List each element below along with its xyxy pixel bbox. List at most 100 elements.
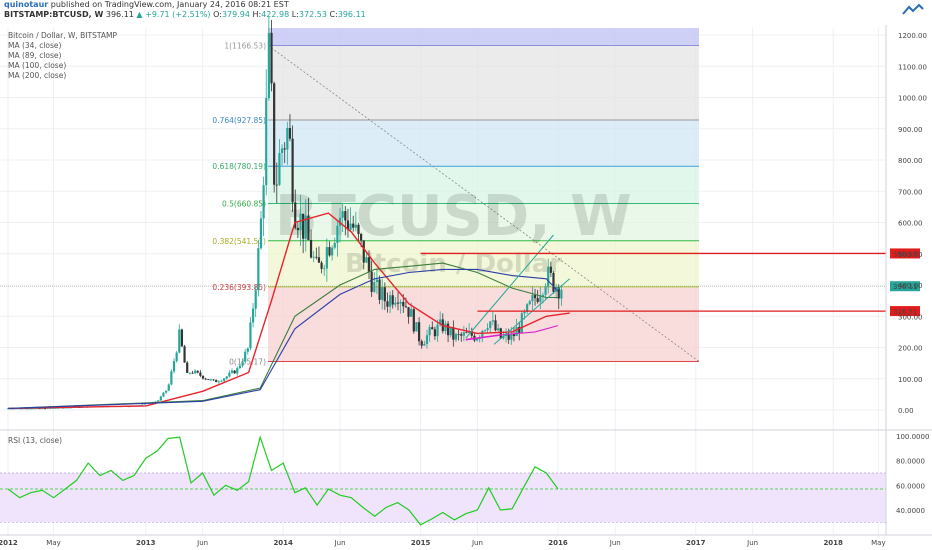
candle-body	[196, 370, 199, 373]
candle-body	[238, 365, 241, 369]
candle-body	[396, 302, 400, 304]
candle-body	[507, 333, 510, 340]
ma200-highlight	[465, 334, 501, 341]
candle-body	[533, 295, 537, 299]
candle-body	[43, 408, 46, 410]
candle-body	[143, 403, 147, 405]
candle-body	[502, 335, 505, 339]
fib-level-label: 0.5(660.85)	[222, 199, 266, 208]
candle-body	[536, 298, 539, 302]
candle-body	[544, 287, 547, 295]
candle-body	[410, 309, 413, 317]
rsi-band	[0, 473, 886, 523]
candle-body	[449, 327, 452, 336]
candle-body	[286, 128, 289, 150]
candle-body	[67, 407, 70, 409]
candle-body	[172, 361, 176, 372]
candle-body	[431, 327, 434, 330]
legend-ma89: MA (89, close)	[8, 51, 62, 60]
candle-body	[273, 83, 276, 185]
candle-body	[27, 408, 31, 410]
rsi-tick-label: 60.0000	[896, 482, 925, 490]
ma-line	[7, 262, 558, 409]
price-tag-label: 316.51	[893, 308, 918, 316]
price-tag	[890, 281, 920, 292]
low-value: 372.53	[298, 10, 327, 19]
candle-body	[357, 224, 360, 234]
candle-body	[262, 185, 265, 219]
candle-body	[518, 326, 521, 333]
last-price: 396.11	[105, 10, 134, 19]
candle-body	[452, 327, 455, 340]
candle-body	[288, 128, 292, 139]
candle-body	[299, 213, 302, 231]
tradingview-logo-icon[interactable]	[902, 3, 924, 17]
candle-body	[244, 351, 247, 362]
candle-body	[162, 392, 165, 397]
candle-body	[209, 379, 213, 381]
candle-body	[159, 396, 162, 401]
candle-body	[436, 324, 439, 337]
candle-body	[373, 282, 376, 292]
candle-body	[425, 335, 429, 345]
fib-top-band	[268, 28, 699, 46]
candle-body	[354, 224, 357, 228]
candle-body	[188, 372, 191, 374]
candle-body	[165, 390, 168, 393]
rsi-line	[7, 435, 559, 526]
candle-body	[283, 148, 286, 150]
candle-body	[531, 295, 534, 302]
candle-body	[541, 294, 545, 297]
candle-body	[228, 372, 231, 377]
fib-level-label: 0.618(780.19)	[212, 162, 266, 171]
candle-body	[236, 368, 239, 374]
candle-body	[489, 321, 492, 329]
candle-body	[212, 379, 215, 381]
candle-body	[312, 256, 315, 258]
candle-body	[486, 328, 489, 331]
candle-body	[383, 287, 386, 302]
candle-body	[399, 301, 402, 304]
open-value: 379.94	[221, 10, 250, 19]
price-tick-label: 200.00	[898, 345, 923, 353]
fib-level-label: 0.236(393.85)	[212, 283, 266, 292]
fib-zone	[268, 120, 699, 167]
time-tick-label: 2013	[136, 539, 156, 547]
author-link[interactable]: quinotaur	[4, 0, 49, 9]
candle-body	[528, 301, 531, 305]
candle-body	[394, 302, 397, 305]
time-tick-label: Jun	[334, 539, 346, 547]
candle-body	[460, 334, 463, 336]
candle-body	[499, 328, 502, 339]
candle-body	[257, 248, 260, 291]
candle-body	[167, 384, 170, 391]
candle-body	[407, 307, 410, 317]
candle-body	[325, 247, 328, 269]
candle-body	[370, 271, 373, 292]
low-label: L:	[291, 10, 299, 19]
candle-body	[275, 184, 278, 186]
time-tick-label: May	[871, 539, 885, 547]
time-tick-label: Jun	[746, 539, 758, 547]
price-tag	[890, 248, 920, 259]
candle-body	[249, 322, 252, 349]
candle-body	[267, 32, 270, 99]
time-tick-label: 2012	[0, 539, 18, 547]
legend-ma100: MA (100, close)	[8, 61, 66, 70]
candle-body	[352, 223, 355, 228]
price-tick-label: 800.00	[898, 157, 923, 165]
candle-body	[51, 408, 54, 409]
fib-level-label: 0(155.17)	[229, 358, 266, 367]
candle-body	[22, 408, 25, 410]
price-tick-label: 0.00	[898, 407, 914, 415]
candle-body	[344, 211, 347, 221]
price-tick-label: 600.00	[898, 220, 923, 228]
candle-body	[470, 331, 473, 336]
price-tick-label: 1200.00	[898, 32, 927, 40]
ma-line	[7, 212, 570, 410]
candle-body	[233, 370, 236, 374]
candle-body	[170, 371, 173, 385]
candle-body	[336, 225, 339, 243]
time-tick-label: 2017	[686, 539, 706, 547]
candle-body	[217, 381, 220, 383]
